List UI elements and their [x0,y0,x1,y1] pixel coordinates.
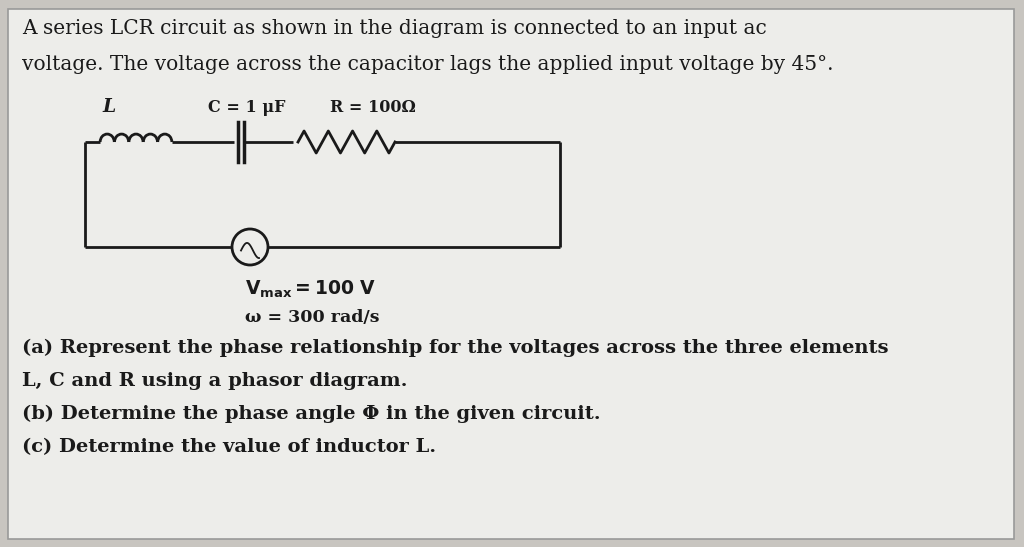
Text: R = 100Ω: R = 100Ω [330,99,416,116]
FancyBboxPatch shape [8,9,1014,539]
Text: C = 1 μF: C = 1 μF [208,99,286,116]
Text: voltage. The voltage across the capacitor lags the applied input voltage by 45°.: voltage. The voltage across the capacito… [22,55,834,74]
Text: (b) Determine the phase angle Φ in the given circuit.: (b) Determine the phase angle Φ in the g… [22,405,601,423]
Text: ω = 300 rad/s: ω = 300 rad/s [245,309,380,326]
Text: L: L [102,98,115,116]
Text: (a) Represent the phase relationship for the voltages across the three elements: (a) Represent the phase relationship for… [22,339,889,357]
Text: (c) Determine the value of inductor L.: (c) Determine the value of inductor L. [22,438,436,456]
Text: A series LCR circuit as shown in the diagram is connected to an input ac: A series LCR circuit as shown in the dia… [22,19,767,38]
Text: L, C and R using a phasor diagram.: L, C and R using a phasor diagram. [22,372,408,390]
Text: $\mathbf{V_{max}}$$\mathbf{= 100\ V}$: $\mathbf{V_{max}}$$\mathbf{= 100\ V}$ [245,279,376,300]
